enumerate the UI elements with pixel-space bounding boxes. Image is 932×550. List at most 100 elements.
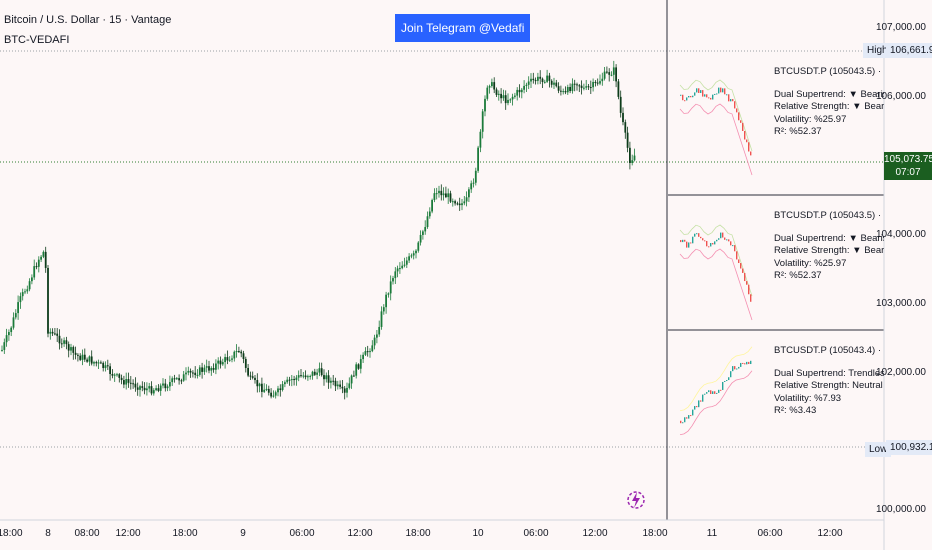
candle-body: [120, 377, 123, 381]
candle-body: [212, 367, 215, 370]
mini-candle: [714, 391, 716, 394]
mini-candle: [708, 390, 710, 393]
candle-body: [405, 260, 408, 265]
candle-body: [341, 386, 344, 389]
candle-body: [196, 374, 199, 376]
mini-candle: [716, 239, 718, 242]
candle-body: [396, 268, 399, 272]
info-panel-1[interactable]: BTCUSDT.P (105043.5) · 15m · (Ca Dual Su…: [668, 52, 884, 194]
join-telegram-button[interactable]: Join Telegram @Vedafi: [395, 14, 531, 42]
mini-candle: [712, 94, 714, 100]
mini-candle: [716, 93, 718, 95]
candle-body: [293, 379, 295, 381]
candle-body: [277, 388, 279, 393]
panel-title: BTCUSDT.P (105043.5) · 15m · (Ca: [774, 66, 884, 77]
mini-candle: [708, 246, 710, 248]
candle-body: [302, 375, 305, 377]
candle-body: [118, 374, 121, 378]
candle-body: [610, 74, 613, 76]
symbol-title[interactable]: Bitcoin / U.S. Dollar · 15 · Vantage: [4, 14, 172, 26]
mini-candle: [746, 361, 748, 365]
candle-body: [316, 372, 318, 375]
mini-candle: [694, 92, 696, 96]
candle-body: [520, 89, 523, 93]
candle-body: [104, 365, 107, 369]
candle-body: [612, 67, 615, 75]
candle-body: [431, 200, 433, 212]
mini-candle: [706, 240, 708, 247]
candle-body: [258, 383, 261, 387]
mini-candle: [702, 394, 704, 402]
mini-candle: [738, 259, 740, 264]
candle-body: [491, 82, 493, 87]
candle-body: [564, 91, 567, 93]
mini-candle: [710, 243, 712, 247]
candle-body: [164, 383, 167, 389]
candle-body: [162, 383, 164, 386]
mini-candle: [722, 381, 724, 390]
candle-body: [152, 390, 155, 394]
high-tag-value: 106,661.94: [886, 43, 932, 58]
candle-body: [113, 374, 116, 376]
info-panel-2[interactable]: BTCUSDT.P (105043.5) · 15m · (Ca Dual Su…: [668, 196, 884, 329]
indicator-name[interactable]: BTC-VEDAFI: [4, 34, 70, 46]
candle-body: [373, 337, 376, 346]
candle-body: [79, 355, 82, 360]
candle-body: [382, 307, 385, 312]
candle-body: [19, 296, 22, 303]
candle-body: [562, 91, 565, 93]
candle-body: [426, 216, 429, 228]
candle-body: [272, 395, 275, 397]
mini-candle: [686, 417, 688, 419]
candle-body: [465, 197, 468, 202]
candle-body: [175, 378, 178, 380]
candle-body: [631, 160, 634, 163]
candle-body: [481, 111, 484, 132]
candle-body: [90, 356, 93, 364]
candle-body: [599, 81, 601, 84]
candle-body: [226, 357, 229, 361]
time-label: 9: [240, 528, 246, 539]
candle-body: [1, 349, 3, 351]
candle-body: [523, 85, 525, 90]
mini-candle: [702, 90, 704, 97]
candle-body: [24, 291, 26, 293]
lightning-bolt-icon[interactable]: [626, 488, 646, 512]
mini-candle: [682, 239, 684, 243]
candle-body: [116, 374, 118, 376]
info-panel-3[interactable]: BTCUSDT.P (105043.4) · 1H · (Car Dual Su…: [668, 331, 884, 461]
mini-band-upper: [679, 224, 753, 297]
mini-candle: [724, 237, 726, 240]
low-tag-value: 100,932.15: [886, 440, 932, 455]
candle-body: [169, 382, 171, 387]
candle-body: [369, 351, 371, 353]
mini-candle: [698, 400, 700, 408]
candle-body: [21, 292, 24, 297]
candle-body: [261, 383, 263, 392]
candle-body: [286, 379, 289, 383]
candle-body: [419, 234, 422, 243]
candle-body: [8, 332, 10, 336]
candle-body: [274, 392, 277, 396]
candle-body: [251, 376, 254, 378]
candle-body: [497, 93, 500, 95]
candle-body: [410, 255, 413, 257]
candle-body: [67, 344, 70, 351]
mini-band-upper: [679, 79, 753, 152]
panel-3-mini-chart: [679, 346, 753, 436]
candle-body: [578, 85, 581, 87]
candle-body: [244, 358, 247, 368]
price-label-104000: 104,000.00: [875, 229, 926, 240]
mini-candle: [730, 371, 732, 378]
candle-body: [47, 267, 49, 334]
candle-body: [235, 351, 238, 353]
candle-body: [180, 380, 183, 382]
mini-candle: [712, 391, 714, 394]
candle-body: [60, 343, 63, 345]
candle-body: [589, 87, 592, 89]
candle-body: [445, 193, 447, 198]
candle-body: [187, 370, 190, 373]
mini-candle: [688, 242, 690, 248]
candle-body: [438, 190, 440, 194]
